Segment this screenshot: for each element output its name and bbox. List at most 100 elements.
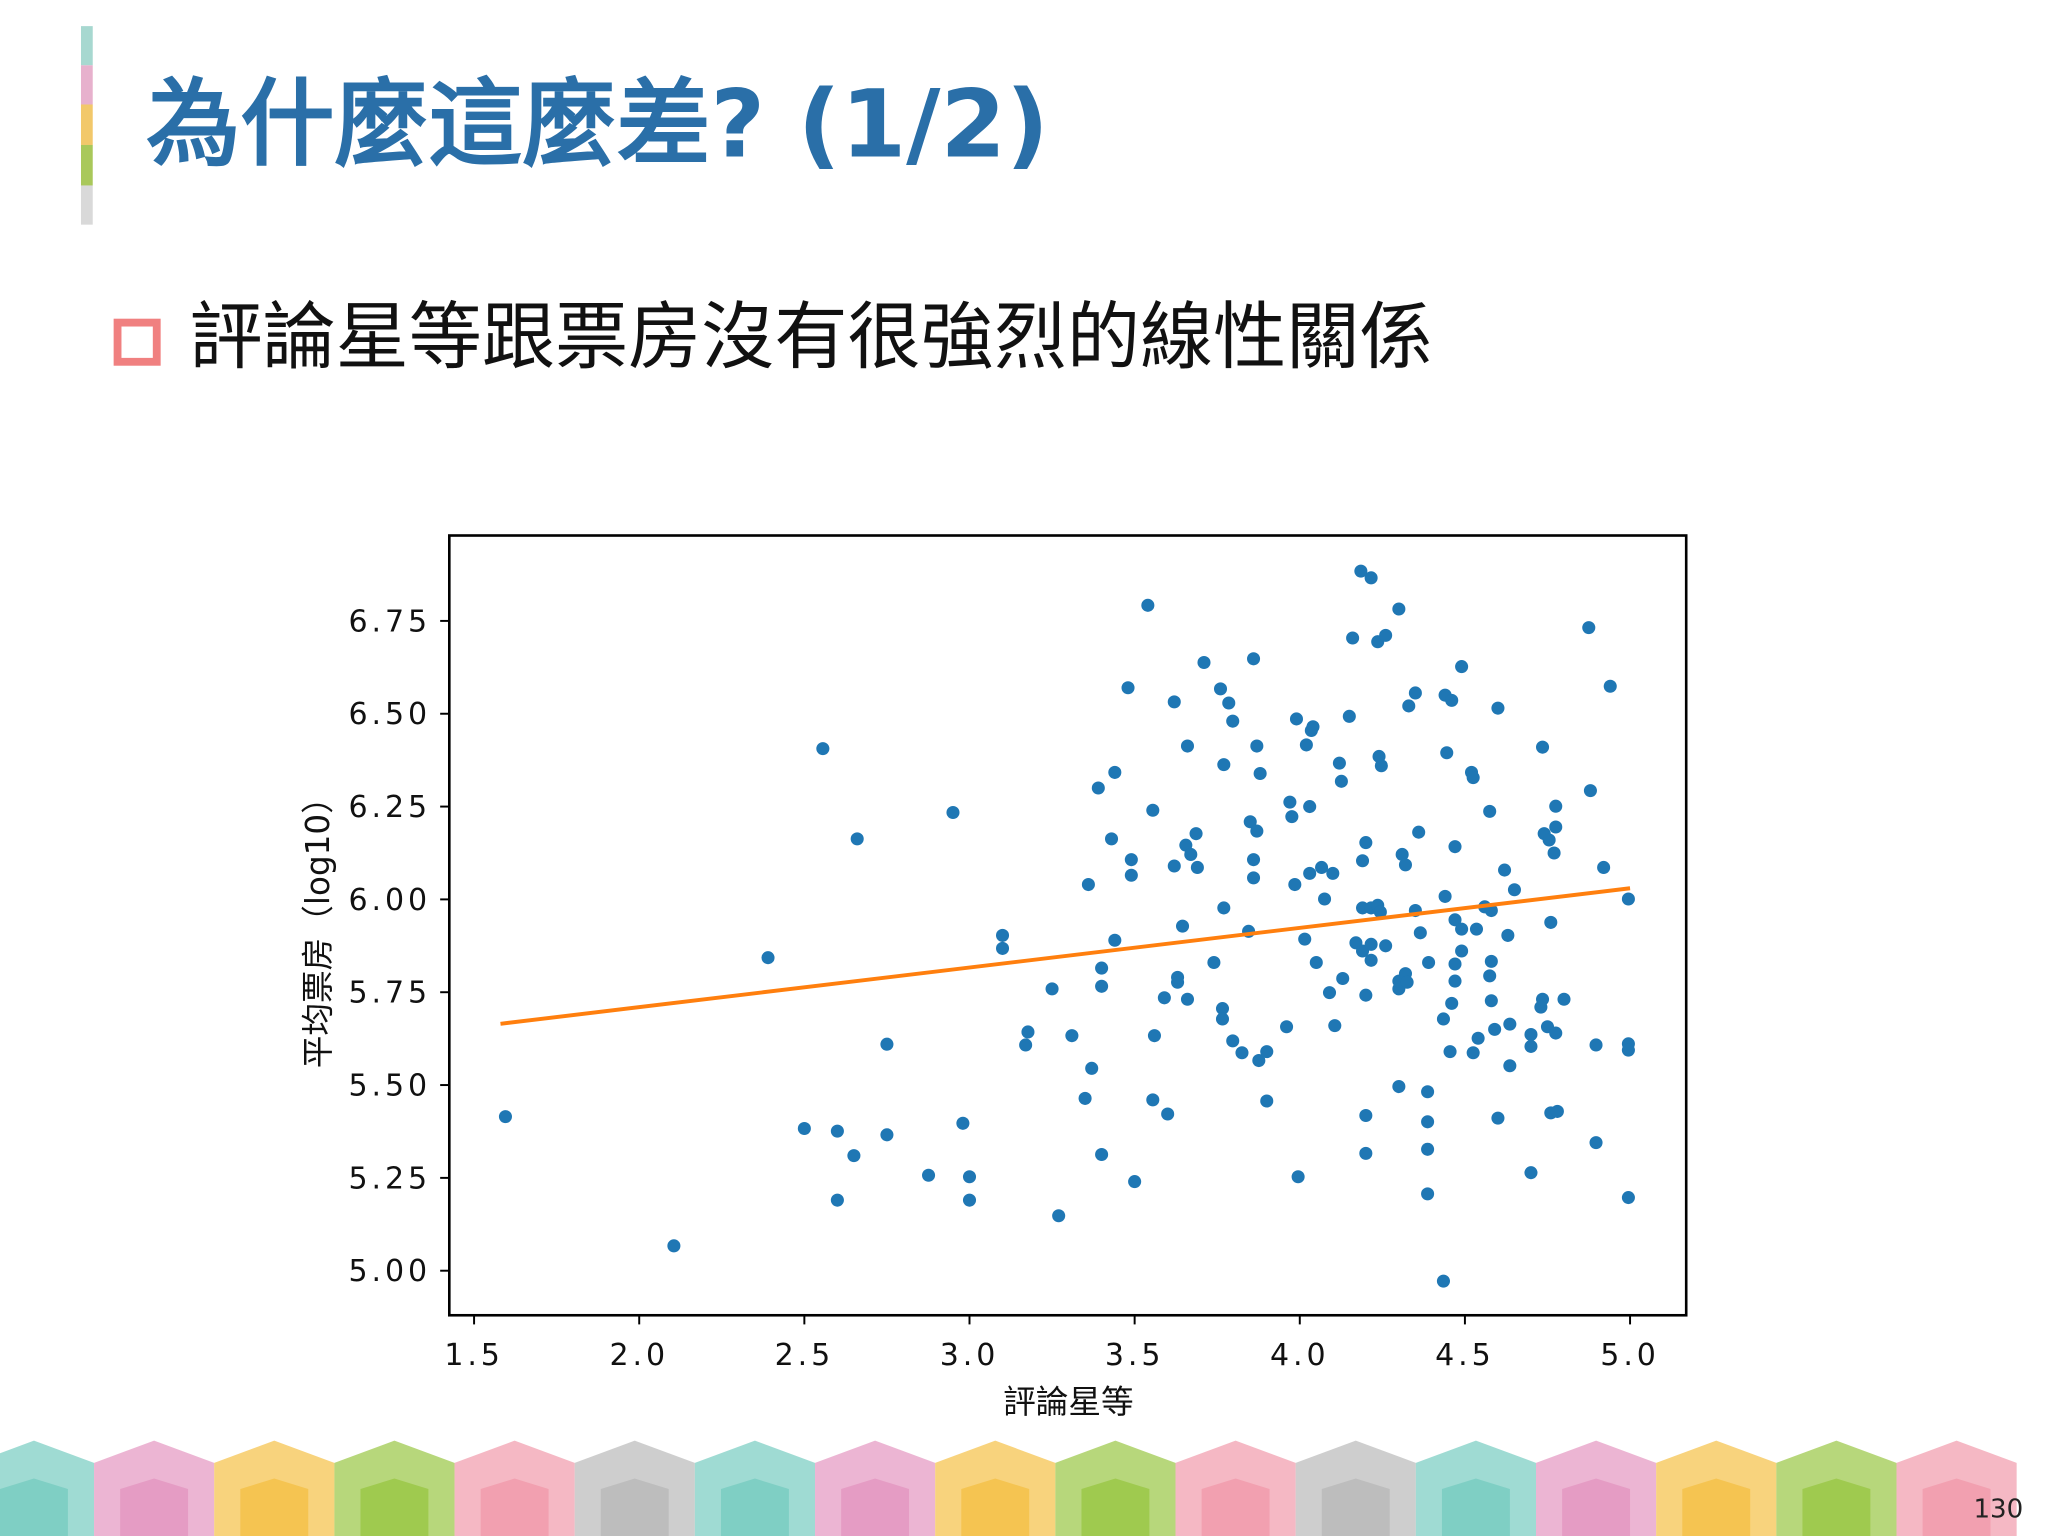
scatter-point bbox=[1359, 988, 1373, 1002]
scatter-point bbox=[1398, 858, 1412, 872]
x-axis-label: 評論星等 bbox=[1003, 1383, 1134, 1421]
scatter-point bbox=[1021, 1025, 1035, 1039]
cube-face bbox=[1562, 1478, 1631, 1536]
scatter-point bbox=[1318, 892, 1332, 906]
x-tick-label: 2.0 bbox=[609, 1338, 669, 1373]
scatter-point bbox=[1422, 955, 1436, 970]
scatter-point bbox=[1549, 820, 1563, 834]
cube-face bbox=[0, 1478, 68, 1536]
scatter-point bbox=[1285, 810, 1299, 824]
scatter-point bbox=[1491, 701, 1505, 715]
scatter-point bbox=[1147, 1029, 1161, 1043]
scatter-point bbox=[922, 1168, 936, 1182]
scatter-point bbox=[1524, 1166, 1538, 1180]
scatter-point bbox=[1180, 992, 1195, 1006]
scatter-point bbox=[995, 928, 1010, 942]
scatter-point bbox=[995, 941, 1010, 955]
scatter-point bbox=[1448, 974, 1462, 988]
scatter-point bbox=[1549, 1026, 1563, 1040]
scatter-point bbox=[1190, 860, 1204, 874]
scatter-point bbox=[1524, 1028, 1538, 1042]
scatter-point bbox=[1336, 971, 1350, 986]
scatter-point bbox=[1392, 602, 1406, 616]
scatter-point bbox=[1549, 799, 1563, 813]
scatter-point bbox=[1243, 815, 1257, 829]
scatter-point bbox=[1471, 1031, 1485, 1045]
scatter-point bbox=[1547, 846, 1561, 860]
scatter-point bbox=[1501, 928, 1515, 942]
scatter-point bbox=[1400, 975, 1414, 989]
y-tick-label: 6.75 bbox=[348, 604, 431, 639]
scatter-point bbox=[880, 1128, 894, 1142]
scatter-point bbox=[1108, 933, 1122, 947]
x-tick-label: 3.0 bbox=[940, 1338, 1000, 1373]
scatter-point bbox=[1443, 1045, 1457, 1059]
cube-face bbox=[600, 1478, 669, 1536]
scatter-point bbox=[830, 1124, 844, 1138]
scatter-point bbox=[956, 1116, 970, 1130]
scatter-point bbox=[1161, 1107, 1175, 1121]
scatter-point bbox=[1146, 1093, 1160, 1107]
cube-face bbox=[480, 1478, 549, 1536]
scatter-point bbox=[1448, 840, 1462, 854]
scatter-point bbox=[1095, 1147, 1109, 1162]
scatter-point bbox=[1332, 756, 1346, 770]
scatter-point bbox=[1045, 982, 1059, 996]
scatter-point bbox=[1491, 1111, 1505, 1125]
scatter-point bbox=[962, 1170, 977, 1184]
scatter-point bbox=[1374, 759, 1388, 773]
scatter-point bbox=[1621, 892, 1635, 906]
scatter-point bbox=[1557, 992, 1571, 1006]
scatter-point bbox=[1484, 994, 1498, 1008]
scatter-point bbox=[1141, 598, 1155, 612]
scatter-point bbox=[1081, 878, 1095, 892]
scatter-point bbox=[850, 832, 864, 846]
scatter-point bbox=[1322, 986, 1337, 1000]
cube-face bbox=[1201, 1478, 1270, 1536]
scatter-point bbox=[1250, 739, 1264, 753]
scatter-point bbox=[830, 1193, 844, 1207]
scatter-point bbox=[1052, 1209, 1066, 1223]
scatter-point bbox=[1412, 825, 1426, 839]
page-number: 130 bbox=[1973, 1495, 2023, 1525]
y-tick-label: 6.00 bbox=[348, 883, 431, 918]
x-tick-label: 5.0 bbox=[1600, 1338, 1660, 1373]
bullet-text: 評論星等跟票房沒有很強烈的線性關係 bbox=[189, 295, 1432, 380]
scatter-point bbox=[946, 805, 960, 820]
scatter-point bbox=[1328, 1019, 1342, 1033]
scatter-point bbox=[1217, 758, 1231, 772]
scatter-point bbox=[1222, 696, 1236, 710]
cube-face bbox=[1081, 1478, 1150, 1536]
scatter-point bbox=[1175, 919, 1190, 933]
scatter-point bbox=[1359, 836, 1373, 850]
scatter-point bbox=[1283, 795, 1297, 809]
scatter-point bbox=[1288, 878, 1302, 892]
scatter-point bbox=[1019, 1038, 1033, 1052]
scatter-point bbox=[1065, 1029, 1079, 1043]
scatter-point bbox=[1621, 1191, 1635, 1205]
scatter-point bbox=[1226, 714, 1240, 728]
scatter-point bbox=[1364, 937, 1378, 951]
scatter-point bbox=[1121, 681, 1135, 695]
scatter-point bbox=[1436, 1012, 1450, 1026]
scatter-point bbox=[1124, 868, 1138, 882]
scatter-point bbox=[1503, 1017, 1517, 1031]
scatter-point bbox=[1280, 1020, 1294, 1034]
scatter-point bbox=[1334, 774, 1348, 788]
scatter-point bbox=[1252, 1054, 1266, 1068]
scatter-point bbox=[1213, 682, 1228, 696]
scatter-point bbox=[1250, 824, 1264, 838]
scatter-point bbox=[1167, 859, 1181, 873]
scatter-point bbox=[1364, 571, 1378, 585]
scatter-point bbox=[1436, 1274, 1450, 1288]
scatter-point bbox=[1157, 991, 1171, 1005]
scatter-point bbox=[1395, 847, 1409, 861]
scatter-point bbox=[1379, 628, 1393, 642]
cube-face bbox=[120, 1478, 189, 1536]
scatter-point bbox=[1498, 863, 1512, 877]
scatter-point bbox=[1359, 1108, 1373, 1123]
scatter-point bbox=[1445, 693, 1459, 707]
scatter-point bbox=[1260, 1045, 1274, 1059]
scatter-point bbox=[1253, 766, 1267, 781]
